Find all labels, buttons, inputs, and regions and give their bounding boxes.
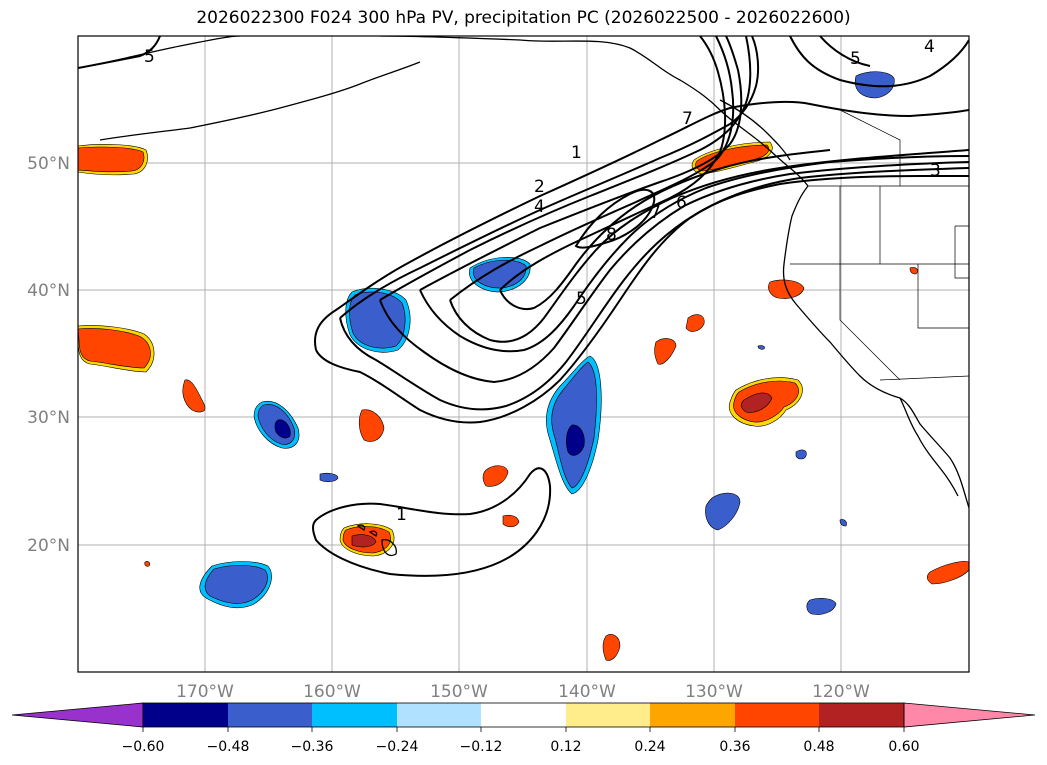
coast-hawaii-1	[356, 524, 366, 531]
borders	[790, 109, 969, 381]
colorbar-segment	[819, 703, 904, 727]
pos-blob-small-1	[144, 561, 150, 567]
pv-contour-sub-1	[312, 467, 552, 577]
colorbar-tick-label: 0.48	[803, 739, 834, 755]
colorbar-tick-label: −0.12	[460, 739, 503, 755]
pos-blob-38n-132w	[685, 314, 705, 332]
lon-label-120w: 120°W	[812, 682, 870, 702]
colorbar-tick-label: 0.60	[888, 739, 919, 755]
lon-label-160w: 160°W	[303, 682, 361, 702]
colorbar-extend-min	[11, 702, 144, 728]
neg-blob-15n-122w	[806, 598, 837, 615]
pos-blob-32n-170w	[182, 379, 206, 413]
contour-label: 7	[650, 203, 661, 223]
pos-blob-36n-134w	[654, 338, 677, 365]
map-frame	[77, 35, 970, 673]
neg-blob-24n-133w	[705, 492, 741, 531]
colorbar-segment	[143, 703, 228, 727]
contour-label: 7	[682, 109, 693, 129]
pv-contours	[78, 36, 969, 577]
pv-contour-4	[419, 36, 743, 291]
colorbar-segment	[735, 703, 819, 727]
colorbar-extend-max	[903, 702, 1036, 728]
colorbar-tick-label: −0.24	[376, 739, 419, 755]
gridlines	[78, 36, 969, 672]
lat-axis-labels: 50°N 40°N 30°N 20°N	[27, 154, 70, 556]
lon-label-130w: 130°W	[685, 682, 743, 702]
coast-baja	[899, 397, 959, 497]
colorbar-tick-label: −0.60	[122, 739, 165, 755]
coast-hawaii-2	[368, 530, 378, 537]
contour-label: 5	[144, 47, 155, 67]
pv-contour-ne-2	[819, 36, 871, 67]
contour-label: 6	[676, 193, 687, 213]
contour-label: 8	[606, 225, 617, 245]
pv-contour-3	[379, 36, 752, 301]
lon-label-150w: 150°W	[430, 682, 488, 702]
pos-blob-40n-125w	[768, 279, 805, 299]
colorbar-tick-label: 0.12	[550, 739, 581, 755]
colorbar-segment	[481, 703, 566, 727]
contour-label: 2	[534, 177, 545, 197]
lat-label-40n: 40°N	[27, 281, 70, 301]
coast-vancouver	[719, 99, 791, 161]
pv-contour-ak	[78, 36, 161, 69]
colorbar: −0.60 −0.48 −0.36 −0.24 −0.12 0.12 0.24 …	[11, 702, 1036, 755]
pos-blob-17n-113w	[926, 561, 969, 585]
colorbar-tick-label: −0.48	[207, 739, 250, 755]
border-state-5	[839, 264, 901, 381]
pv-contour-6	[499, 36, 727, 291]
colorbar-segment	[397, 703, 481, 727]
contour-label: 4	[534, 197, 545, 217]
colorbar-segment	[650, 703, 735, 727]
colorbar-tick-label: −0.36	[291, 739, 334, 755]
pos-blob-21n-145w	[502, 514, 520, 528]
pos-blob-12n-137w	[602, 634, 621, 661]
lon-axis-labels: 170°W 160°W 150°W 140°W 130°W 120°W	[176, 682, 870, 702]
border-state-4	[917, 264, 969, 329]
contour-label: 5	[576, 289, 587, 309]
precip-negative-shading	[199, 71, 895, 615]
map-title: 2026022300 F024 300 hPa PV, precipitatio…	[196, 8, 851, 28]
lat-label-30n: 30°N	[27, 408, 70, 428]
pv-contour-5	[449, 36, 735, 301]
coast-alaska-peninsula	[99, 61, 421, 141]
pos-blob-30n-157w	[358, 409, 385, 442]
colorbar-segment	[228, 703, 312, 727]
neg-blob-small-3	[839, 519, 847, 527]
pv-contour-8	[574, 188, 656, 249]
contour-label: 5	[850, 49, 861, 69]
border-canada-prov	[839, 109, 901, 186]
precip-positive-shading	[78, 141, 969, 661]
lon-label-140w: 140°W	[558, 682, 616, 702]
pv-contour-1	[314, 100, 969, 351]
border-box	[954, 225, 969, 279]
contour-label: 1	[396, 505, 407, 525]
lon-label-170w: 170°W	[176, 682, 234, 702]
pv-contour-ne-1	[789, 36, 969, 88]
colorbar-tick-label: 0.36	[719, 739, 750, 755]
neg-blob-small-2	[795, 449, 807, 460]
neg-blob-small-4	[757, 345, 765, 350]
contour-label: 4	[924, 37, 935, 57]
lat-label-50n: 50°N	[27, 154, 70, 174]
contour-label: 3	[930, 161, 941, 181]
border-us-mexico	[879, 375, 969, 381]
neg-blob-small-1	[319, 472, 339, 483]
pos-blob-small-2	[909, 267, 918, 275]
pos-blob-26n-146w	[482, 465, 509, 487]
pv-contour-2	[339, 36, 760, 319]
coast-hawaii-big	[381, 539, 397, 557]
coast-us-west	[782, 185, 969, 509]
contour-label: 1	[571, 143, 582, 163]
colorbar-tick-label: 0.24	[634, 739, 665, 755]
contour-labels: 1 2 4 5 6 7 8 1 5 3 7 4 5	[144, 37, 941, 525]
colorbar-segment	[566, 703, 650, 727]
neg-blob-56n-118w	[854, 71, 895, 99]
colorbar-segment	[312, 703, 397, 727]
lat-label-20n: 20°N	[27, 536, 70, 556]
